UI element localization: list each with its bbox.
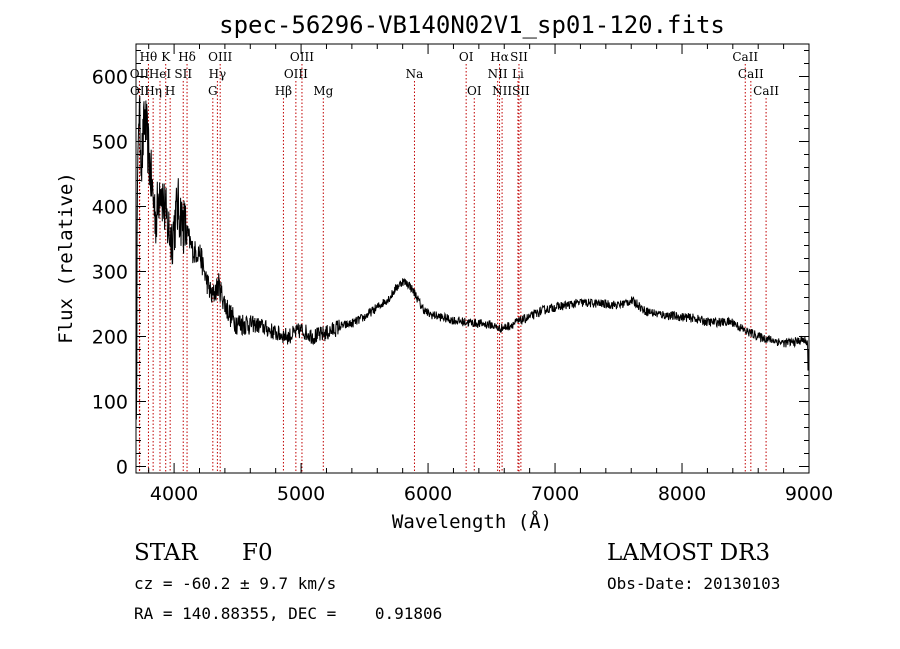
x-tick-label: 7000 — [531, 483, 579, 505]
observation-date: Obs-Date: 20130103 — [607, 574, 781, 593]
spectral-line-label: OI — [467, 84, 482, 98]
spectral-line-label: Mg — [313, 84, 333, 98]
spectral-line-label: OI — [459, 50, 474, 64]
spectral-line-label: H — [165, 84, 175, 98]
y-tick-label: 400 — [92, 197, 128, 219]
y-tick-label: 300 — [92, 262, 128, 284]
object-class: STAR — [134, 540, 198, 566]
x-axis-label: Wavelength (Å) — [392, 510, 552, 533]
plot-frame — [135, 43, 810, 474]
spectral-line-label: SII — [512, 84, 530, 98]
chart-title: spec-56296-VB140N02V1_sp01-120.fits — [219, 11, 725, 39]
spectral-line-label: CaII — [738, 67, 764, 81]
spectral-line-label: OIII — [290, 50, 314, 64]
spectral-line-label: Li — [512, 67, 524, 81]
y-tick-label: 200 — [92, 327, 128, 349]
x-tick-label: 9000 — [785, 483, 833, 505]
spectral-line-label: K — [161, 50, 171, 64]
spectral-line-label: Hβ — [275, 84, 292, 98]
survey-name: LAMOST DR3 — [607, 540, 771, 566]
spectral-line-label: Na — [406, 67, 424, 81]
redshift-cz: cz = -60.2 ± 9.7 km/s — [134, 574, 337, 593]
spectral-line-labels: HθOIIOIIHηHeIKHSIIHδHγGOIIIHβOIIIOIIIMgN… — [130, 50, 779, 98]
spectral-line-label: HeI — [149, 67, 172, 81]
object-subclass: F0 — [242, 540, 273, 566]
spectral-line-label: SII — [174, 67, 192, 81]
spectral-line-label: Hγ — [209, 67, 227, 81]
spectral-line-label: CaII — [753, 84, 779, 98]
ra-dec-coordinates: RA = 140.88355, DEC = 0.91806 — [134, 604, 443, 623]
spectral-line-label: NII — [488, 67, 508, 81]
x-tick-label: 4000 — [150, 483, 198, 505]
spectrum-line — [135, 95, 810, 420]
spectral-line-label: OIII — [284, 67, 308, 81]
x-axis-ticks: 4000 5000 6000 7000 8000 9000 — [148, 44, 833, 505]
x-tick-label: 5000 — [277, 483, 325, 505]
y-tick-label: 600 — [92, 67, 128, 89]
spectral-line-markers — [138, 64, 767, 473]
spectral-line-label: OII — [130, 67, 150, 81]
spectral-line-label: OII — [130, 84, 150, 98]
spectral-line-label: CaII — [732, 50, 758, 64]
x-tick-label: 6000 — [404, 483, 452, 505]
x-tick-label: 8000 — [658, 483, 706, 505]
y-tick-label: 100 — [92, 392, 128, 414]
y-axis-label: Flux (relative) — [55, 172, 77, 344]
spectral-line-label: NII — [492, 84, 512, 98]
y-tick-label: 500 — [92, 132, 128, 154]
spectral-line-label: Hη — [144, 84, 162, 98]
spectral-line-label: SII — [510, 50, 528, 64]
y-tick-label: 0 — [116, 457, 128, 479]
spectral-line-label: Hα — [490, 50, 509, 64]
spectral-line-label: G — [208, 84, 218, 98]
y-axis-ticks: 0 100 200 300 400 500 600 — [92, 50, 809, 479]
spectral-line-label: OIII — [208, 50, 232, 64]
spectral-line-label: Hδ — [178, 50, 196, 64]
spectral-line-label: Hθ — [140, 50, 158, 64]
